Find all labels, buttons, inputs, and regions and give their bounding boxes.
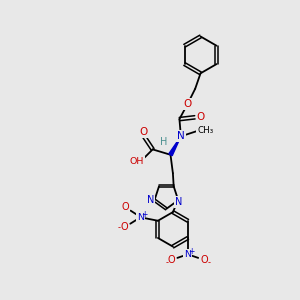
Text: O: O: [122, 202, 129, 212]
Text: O: O: [184, 99, 192, 109]
Text: O: O: [197, 112, 205, 122]
Text: O: O: [200, 255, 208, 265]
Text: O: O: [121, 222, 128, 232]
Text: N: N: [175, 197, 182, 207]
Text: H: H: [160, 137, 168, 147]
Text: CH₃: CH₃: [197, 126, 213, 135]
Text: O: O: [140, 127, 148, 137]
Text: -: -: [207, 258, 210, 267]
Text: +: +: [141, 210, 148, 219]
Text: N: N: [177, 131, 185, 141]
Text: OH: OH: [129, 157, 144, 166]
Text: -: -: [118, 224, 121, 232]
Text: N: N: [147, 195, 154, 205]
Text: N: N: [184, 250, 191, 259]
Text: N: N: [137, 213, 144, 222]
Text: O: O: [168, 255, 175, 265]
Text: -: -: [166, 258, 169, 267]
Text: +: +: [188, 247, 195, 256]
Polygon shape: [169, 136, 181, 156]
